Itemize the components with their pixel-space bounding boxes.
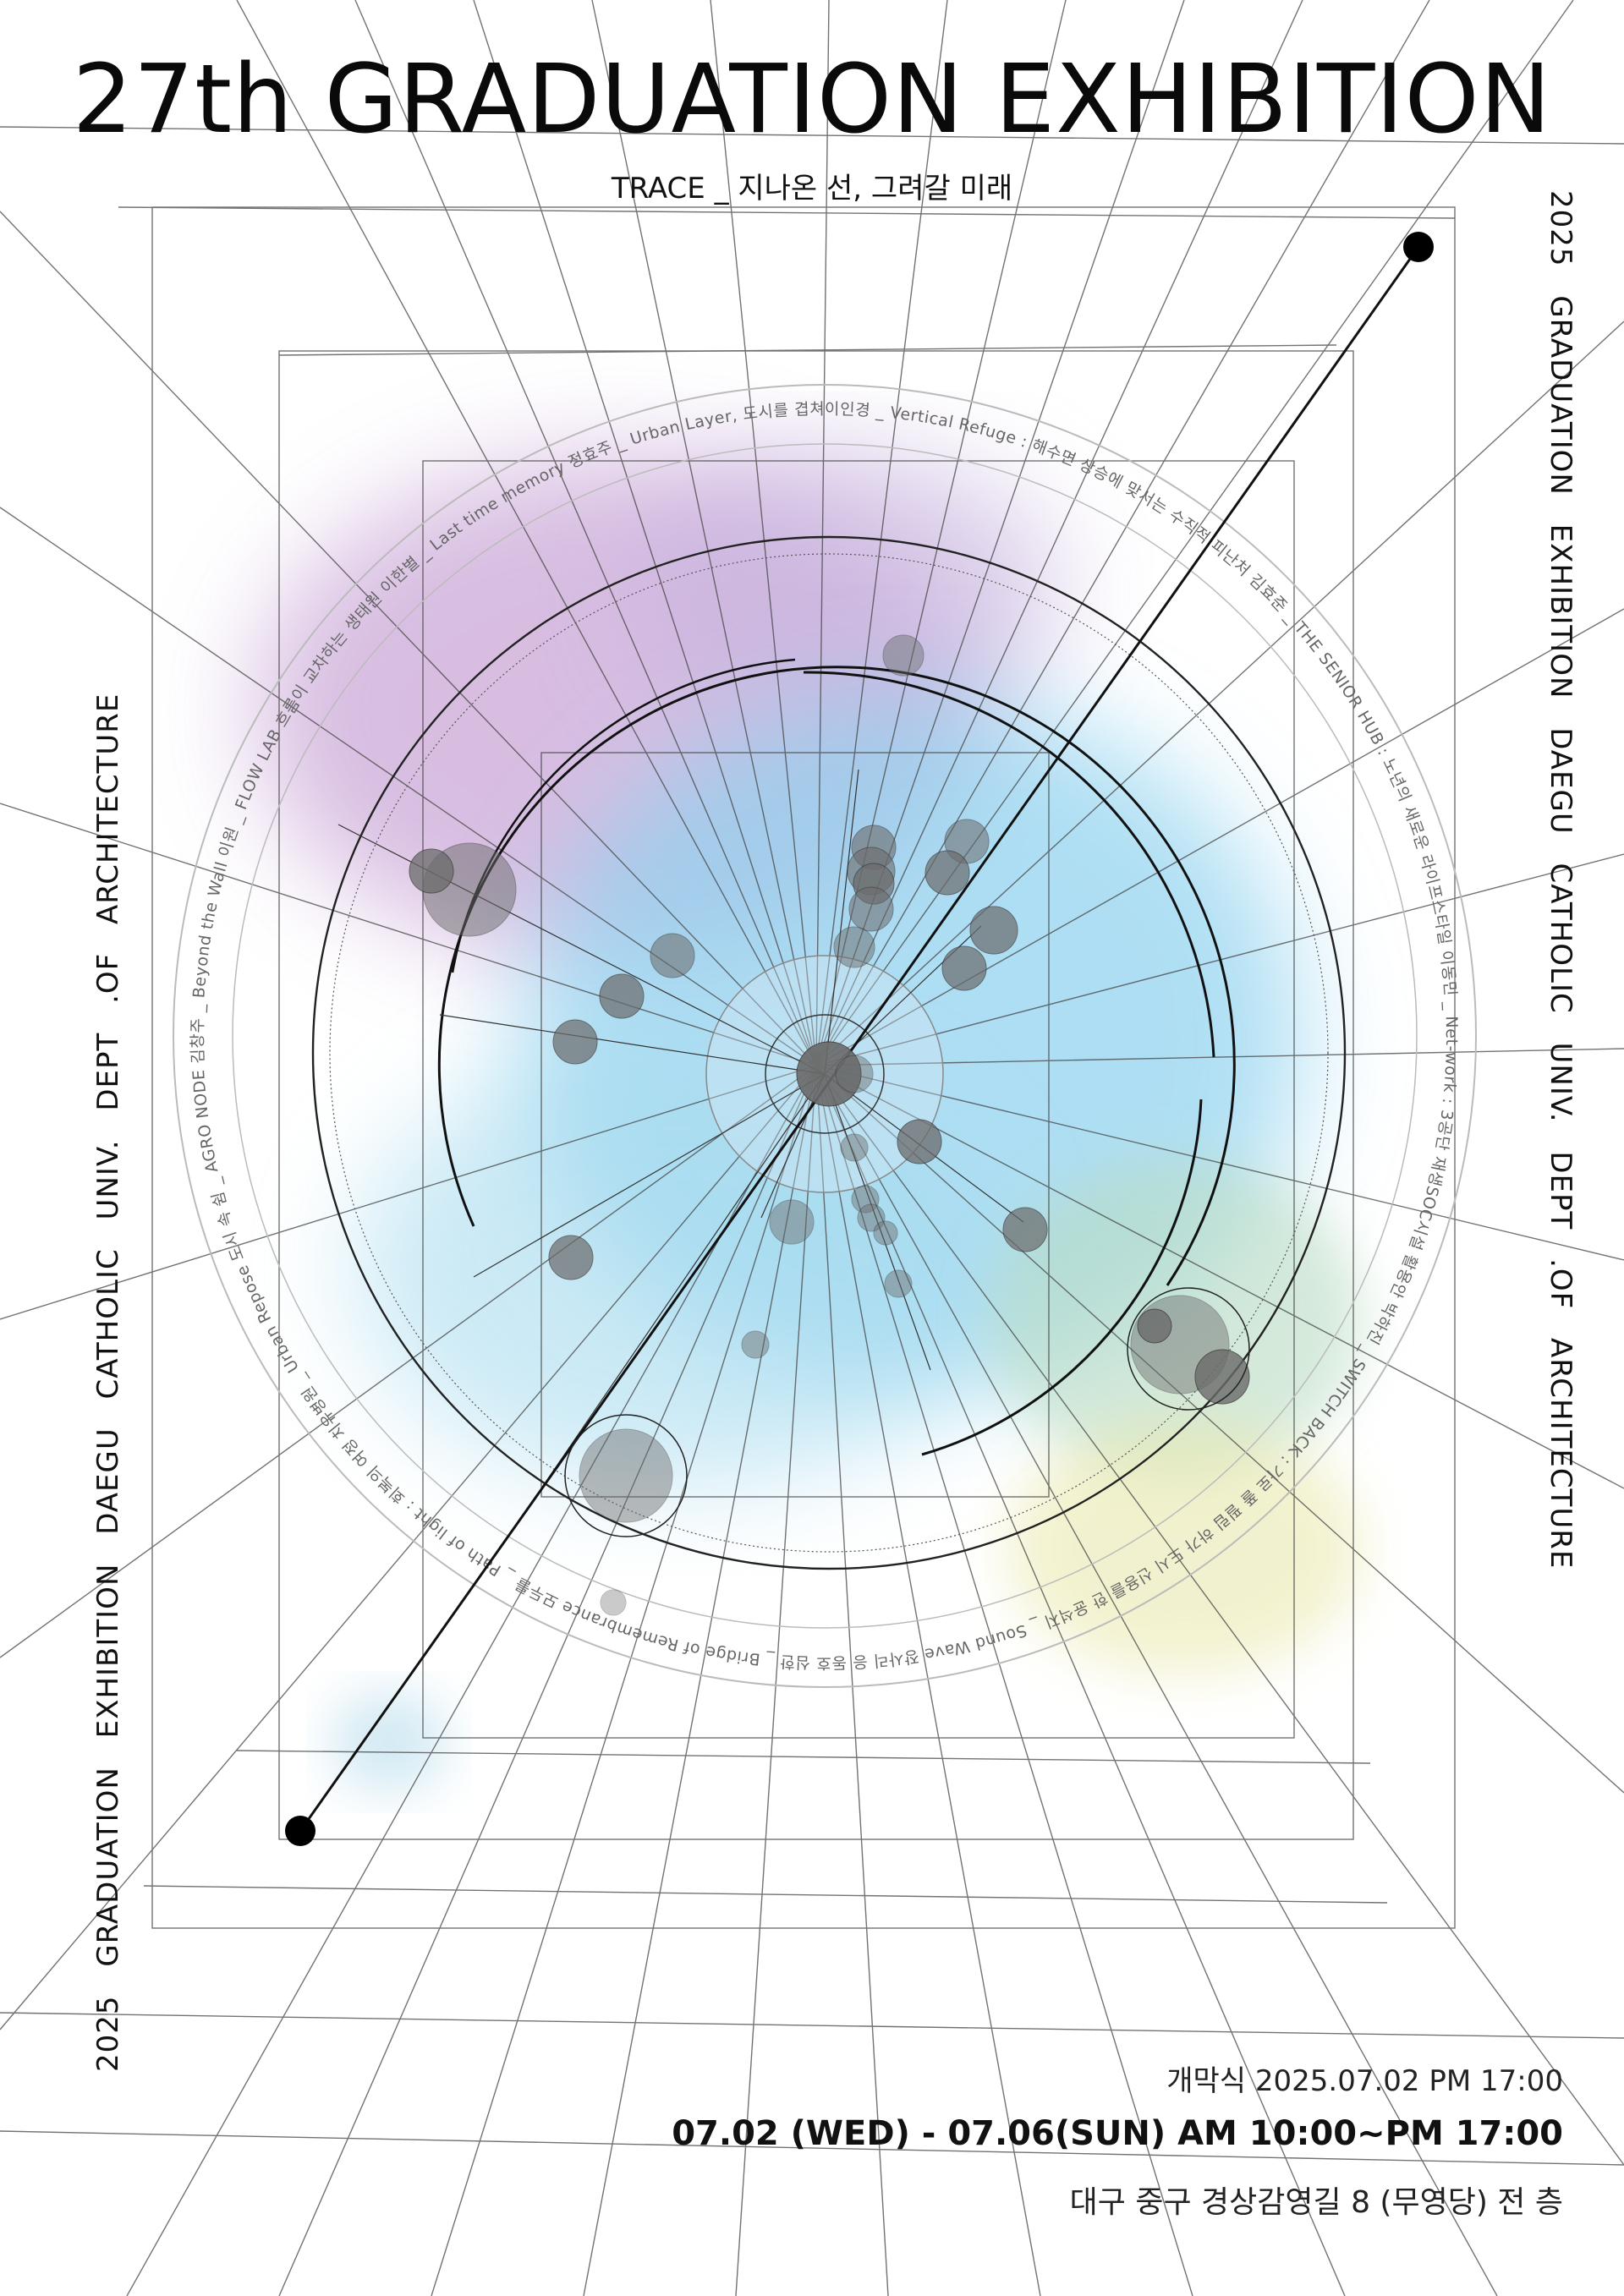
side-label-left: 2025 GRADUATION EXHIBITION DAEGU CATHOLI… xyxy=(91,693,125,2072)
side-label-right: 2025 GRADUATION EXHIBITION DAEGU CATHOLI… xyxy=(1544,190,1577,1570)
wash-yellow xyxy=(1007,1421,1362,1674)
wash-green xyxy=(990,1159,1362,1480)
outer-ring xyxy=(173,384,1477,1688)
exhibition-title: 27th GRADUATION EXHIBITION xyxy=(72,45,1552,155)
trace-end-bottom xyxy=(285,1816,315,1846)
exhibition-subtitle: TRACE _ 지나온 선, 그려갈 미래 xyxy=(611,172,1013,205)
wash-blue-bottom-left xyxy=(330,1691,448,1793)
opening-ceremony: 개막식 2025.07.02 PM 17:00 xyxy=(1166,2064,1563,2098)
trace-end-top xyxy=(1403,232,1434,262)
trace-line xyxy=(285,232,1434,1846)
exhibition-venue: 대구 중구 경상감영길 8 (무영당) 전 층 xyxy=(1069,2185,1563,2220)
project-dots xyxy=(409,634,1250,1616)
outer-ring-inner xyxy=(232,443,1418,1629)
wash-purple-soft xyxy=(626,448,1066,736)
exhibition-dates: 07.02 (WED) - 07.06(SUN) AM 10:00~PM 17:… xyxy=(672,2114,1563,2153)
